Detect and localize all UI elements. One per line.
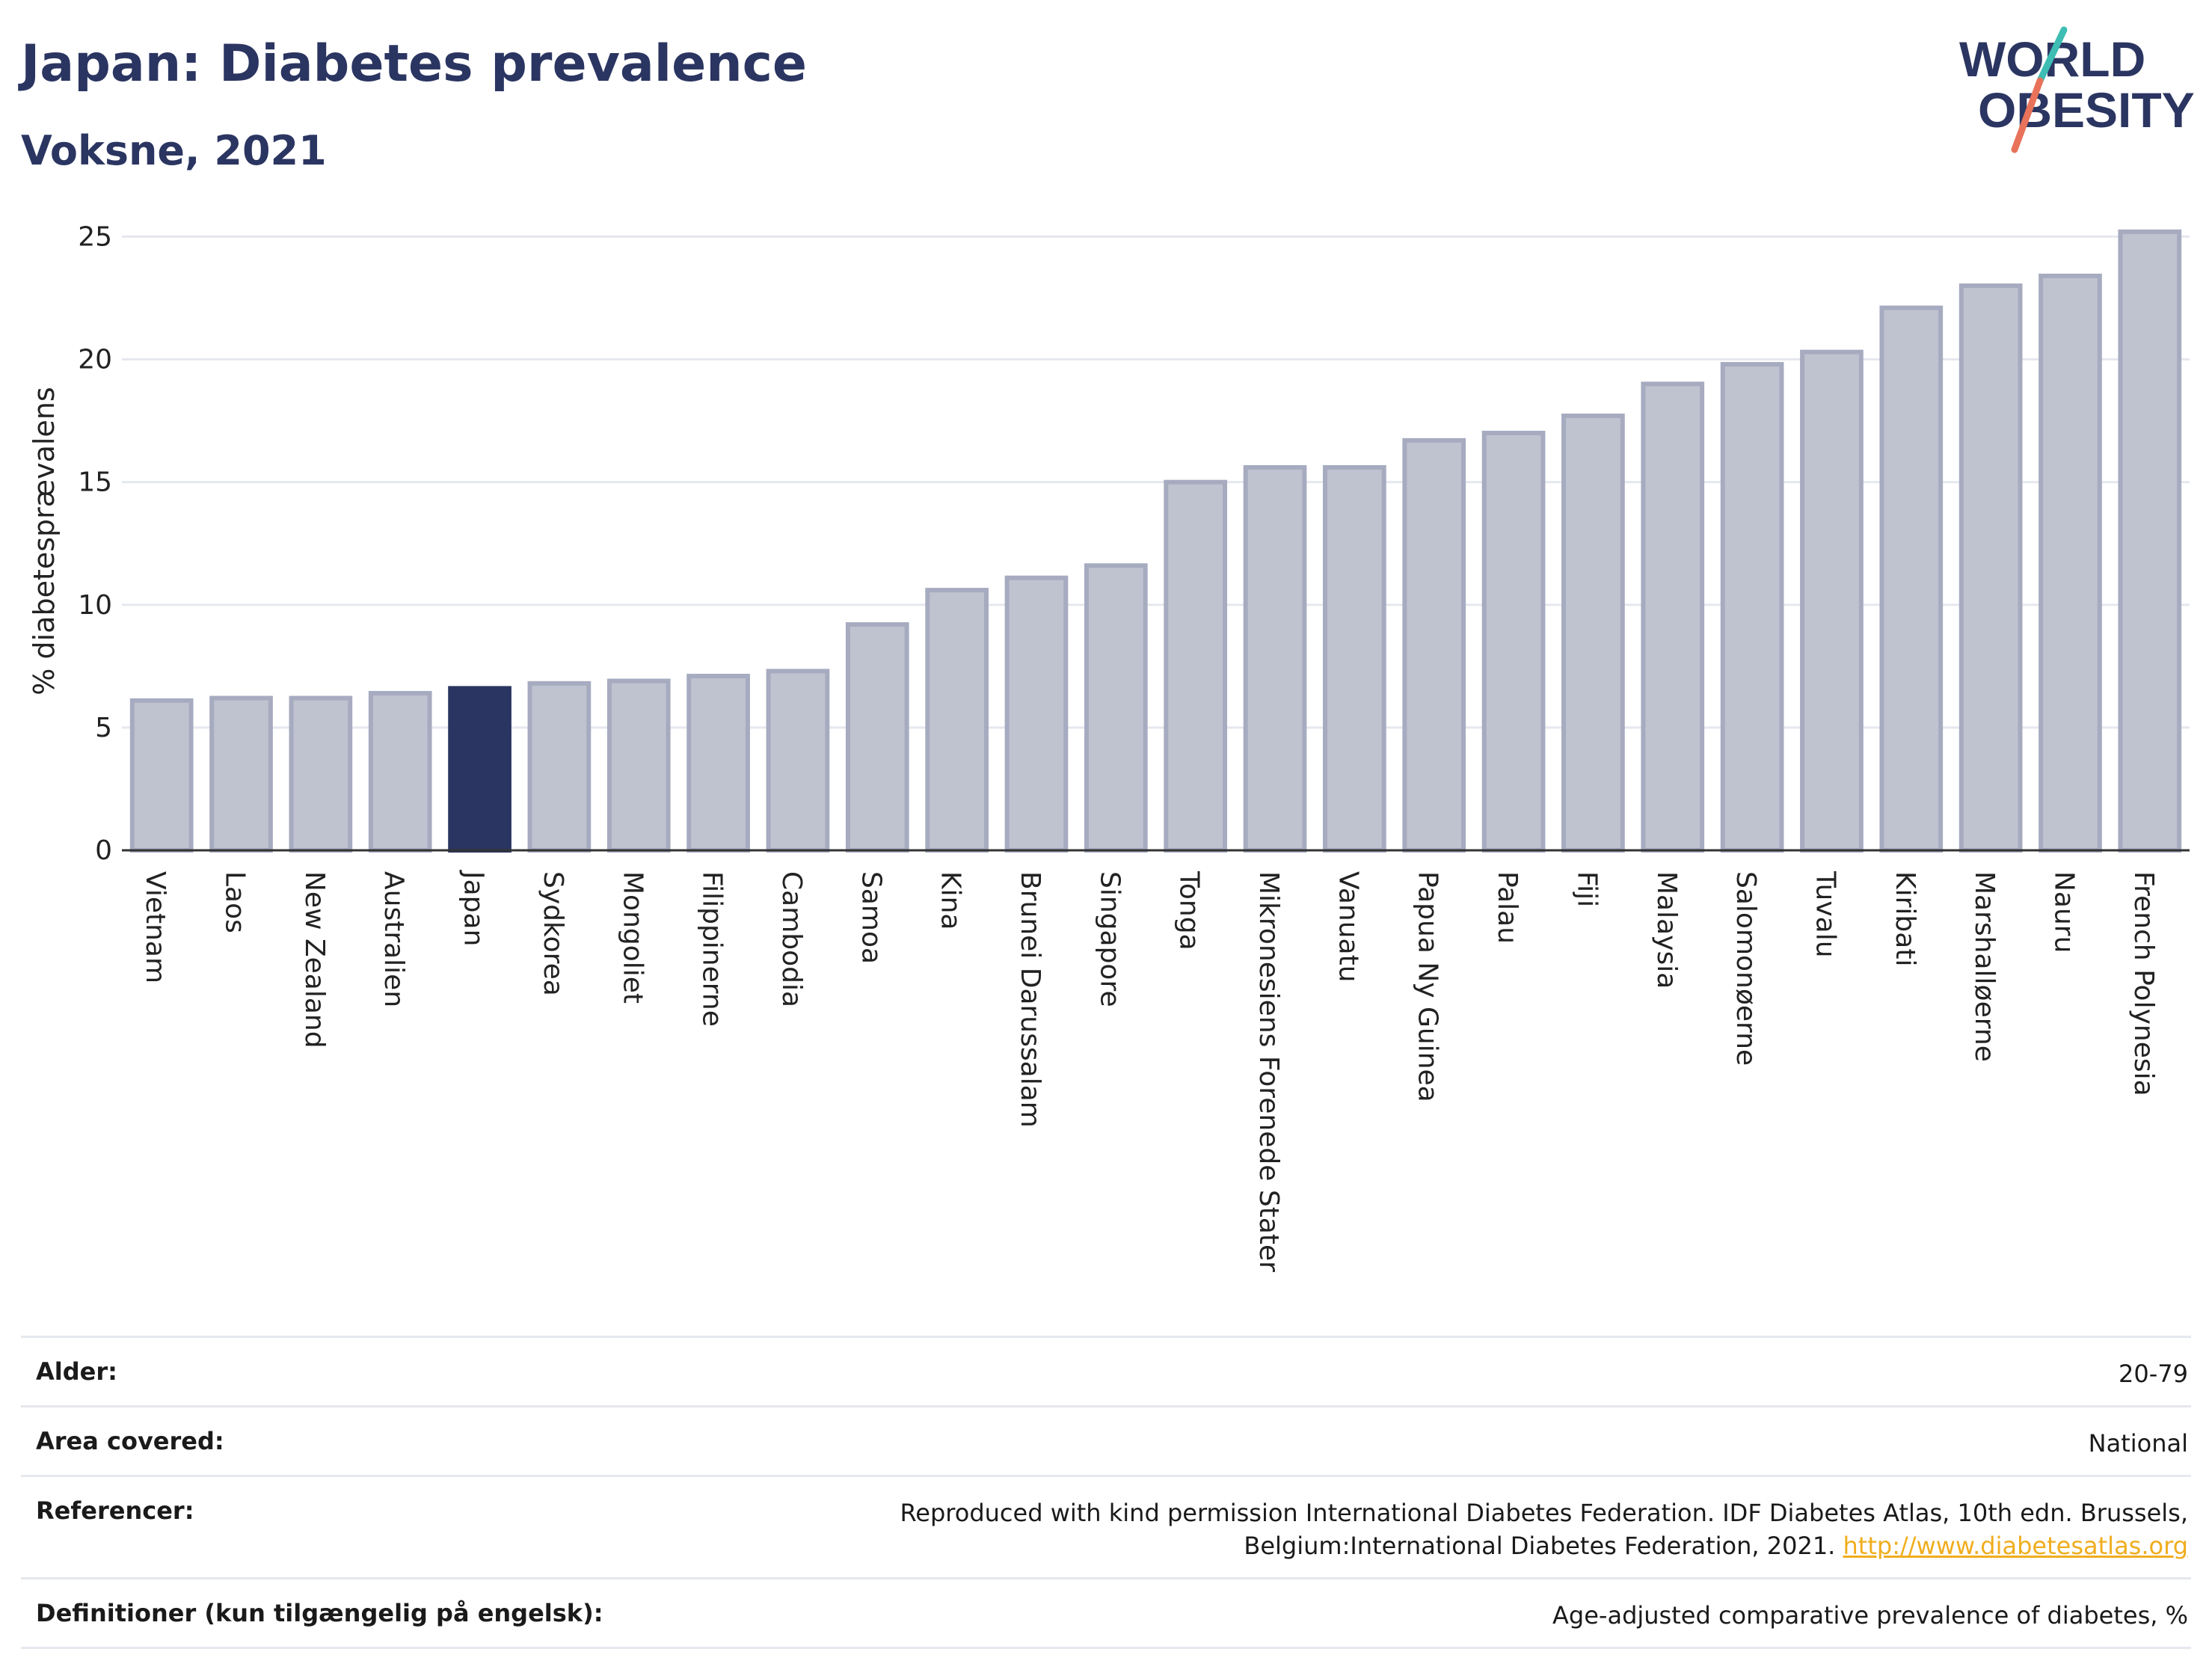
bar-kiribati bbox=[1879, 305, 1944, 853]
x-tick-label: Filippinerne bbox=[697, 871, 728, 1027]
reference-text: Reproduced with kind permission Internat… bbox=[900, 1499, 2189, 1560]
bar-nauru bbox=[2039, 273, 2102, 853]
bar-brunei-darussalam bbox=[1004, 575, 1069, 853]
x-tick-label: Salomonøerne bbox=[1730, 871, 1761, 1066]
x-tick-label: Tuvalu bbox=[1810, 871, 1840, 958]
y-tick-label: 10 bbox=[78, 590, 112, 621]
footer-value-definitions: Age-adjusted comparative prevalence of d… bbox=[1552, 1601, 2188, 1630]
logo-word-obesity: OBESITY bbox=[1978, 82, 2195, 138]
x-tick-label: Sydkorea bbox=[538, 871, 568, 996]
footer-row-definitions: Definitioner (kun tilgængelig på engelsk… bbox=[21, 1577, 2191, 1649]
bar-singapore bbox=[1084, 563, 1148, 853]
bar-chart: 0 5 10 15 20 25 % diabetesprævalens Vietnam Laos… bbox=[28, 221, 2190, 1272]
bar-cambodia bbox=[766, 669, 830, 853]
x-tick-label: Mikronesiens Forenede Stater bbox=[1253, 871, 1284, 1272]
world-obesity-logo: WORLD OBESITY bbox=[1959, 26, 2195, 153]
x-tick-label: Vietnam bbox=[140, 871, 170, 983]
x-tick-label: Palau bbox=[1492, 871, 1523, 944]
x-tick-label: Nauru bbox=[2048, 871, 2079, 953]
chart-title: Japan: Diabetes prevalence bbox=[21, 34, 808, 93]
footer-label-area: Area covered: bbox=[36, 1427, 224, 1455]
x-tick-label: French Polynesia bbox=[2128, 871, 2159, 1096]
x-tick-label: Kiribati bbox=[1890, 871, 1920, 966]
y-axis-title: % diabetesprævalens bbox=[28, 387, 61, 695]
y-tick-label: 15 bbox=[78, 467, 112, 498]
x-tick-label: Cambodia bbox=[776, 871, 807, 1007]
bar-palau bbox=[1481, 431, 1546, 853]
x-tick-label: Laos bbox=[220, 871, 251, 933]
bar-papua-ny-guinea bbox=[1402, 437, 1466, 853]
bar-vietnam bbox=[129, 698, 194, 853]
logo-slash-coral bbox=[2011, 77, 2044, 153]
x-tick-label: Papua Ny Guinea bbox=[1413, 871, 1443, 1102]
footer-row-area: Area covered: National bbox=[21, 1405, 2191, 1475]
y-tick-label: 5 bbox=[95, 713, 112, 743]
logo-slash-teal bbox=[2036, 26, 2068, 85]
y-tick-label: 0 bbox=[95, 835, 112, 866]
bar-laos bbox=[209, 696, 273, 853]
x-tick-label: Brunei Darussalam bbox=[1015, 871, 1045, 1128]
footer-row-references: Referencer: Reproduced with kind permiss… bbox=[21, 1475, 2191, 1577]
y-tick-label: 25 bbox=[78, 221, 112, 252]
reference-link[interactable]: http://www.diabetesatlas.org bbox=[1843, 1532, 2188, 1560]
chart-subtitle: Voksne, 2021 bbox=[21, 127, 327, 174]
bar-sydkorea bbox=[527, 681, 592, 853]
bar-marshall-erne bbox=[1958, 283, 2023, 853]
bar-mongoliet bbox=[606, 678, 671, 853]
y-tick-label: 20 bbox=[78, 345, 112, 375]
footer-value-age: 20-79 bbox=[2119, 1360, 2188, 1388]
metadata-table: Alder: 20-79 Area covered: National Refe… bbox=[21, 1336, 2191, 1649]
bar-samoa bbox=[845, 622, 909, 853]
bar-malaysia bbox=[1641, 381, 1705, 853]
x-tick-label: Japan bbox=[458, 870, 489, 946]
bar-filippinerne bbox=[686, 673, 750, 853]
x-tick-label: Vanuatu bbox=[1333, 871, 1363, 983]
footer-label-references: Referencer: bbox=[36, 1496, 194, 1525]
x-tick-label: Samoa bbox=[855, 871, 886, 964]
x-tick-label: Kina bbox=[936, 871, 966, 930]
footer-value-area: National bbox=[2088, 1429, 2188, 1458]
footer-value-references: Reproduced with kind permission Internat… bbox=[663, 1496, 2189, 1562]
bar-salomon-erne bbox=[1720, 362, 1784, 853]
footer-label-definitions: Definitioner (kun tilgængelig på engelsk… bbox=[36, 1599, 603, 1627]
bar-mikronesiens-forenede-stater bbox=[1243, 464, 1307, 853]
x-tick-label: New Zealand bbox=[299, 871, 330, 1048]
bar-tonga bbox=[1164, 479, 1228, 853]
bar-kina bbox=[925, 588, 989, 853]
footer-label-age: Alder: bbox=[36, 1357, 117, 1386]
bar-tuvalu bbox=[1800, 349, 1864, 853]
x-tick-label: Marshalløerne bbox=[1969, 871, 2000, 1062]
bar-french-polynesia bbox=[2118, 229, 2182, 853]
x-tick-label: Singapore bbox=[1094, 871, 1125, 1007]
x-tick-label: Malaysia bbox=[1651, 871, 1682, 989]
footer-row-age: Alder: 20-79 bbox=[21, 1336, 2191, 1405]
x-tick-label: Fiji bbox=[1571, 871, 1602, 907]
bar-new-zealand bbox=[289, 696, 353, 853]
x-tick-label: Australien bbox=[378, 871, 409, 1007]
x-tick-label: Tonga bbox=[1174, 871, 1205, 951]
bar-vanuatu bbox=[1323, 464, 1386, 853]
bar-japan bbox=[448, 686, 511, 853]
bar-fiji bbox=[1561, 414, 1625, 853]
x-tick-label: Mongoliet bbox=[617, 871, 648, 1004]
bar-australien bbox=[368, 690, 432, 853]
